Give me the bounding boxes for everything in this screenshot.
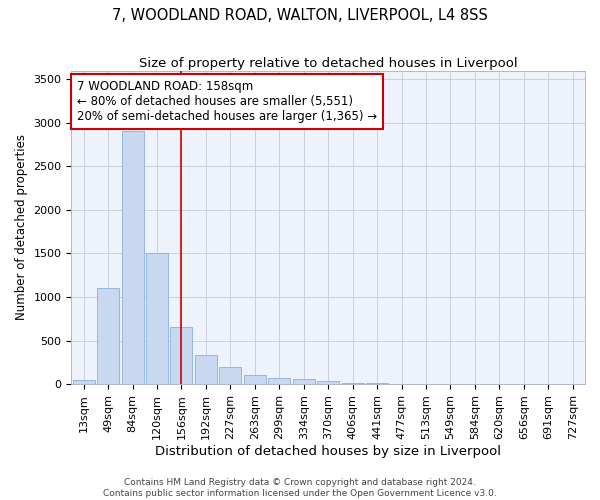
Bar: [341, 383, 364, 384]
Bar: [268, 378, 290, 384]
Bar: [317, 381, 339, 384]
Bar: [195, 356, 217, 384]
Bar: [146, 254, 168, 384]
Bar: [244, 376, 266, 384]
Title: Size of property relative to detached houses in Liverpool: Size of property relative to detached ho…: [139, 58, 518, 70]
Bar: [220, 367, 241, 384]
Bar: [170, 328, 193, 384]
Bar: [293, 380, 315, 384]
Y-axis label: Number of detached properties: Number of detached properties: [15, 134, 28, 320]
Text: 7 WOODLAND ROAD: 158sqm
← 80% of detached houses are smaller (5,551)
20% of semi: 7 WOODLAND ROAD: 158sqm ← 80% of detache…: [77, 80, 377, 123]
Bar: [97, 288, 119, 384]
X-axis label: Distribution of detached houses by size in Liverpool: Distribution of detached houses by size …: [155, 444, 501, 458]
Bar: [73, 380, 95, 384]
Bar: [366, 383, 388, 384]
Text: 7, WOODLAND ROAD, WALTON, LIVERPOOL, L4 8SS: 7, WOODLAND ROAD, WALTON, LIVERPOOL, L4 …: [112, 8, 488, 22]
Text: Contains HM Land Registry data © Crown copyright and database right 2024.
Contai: Contains HM Land Registry data © Crown c…: [103, 478, 497, 498]
Bar: [122, 132, 143, 384]
